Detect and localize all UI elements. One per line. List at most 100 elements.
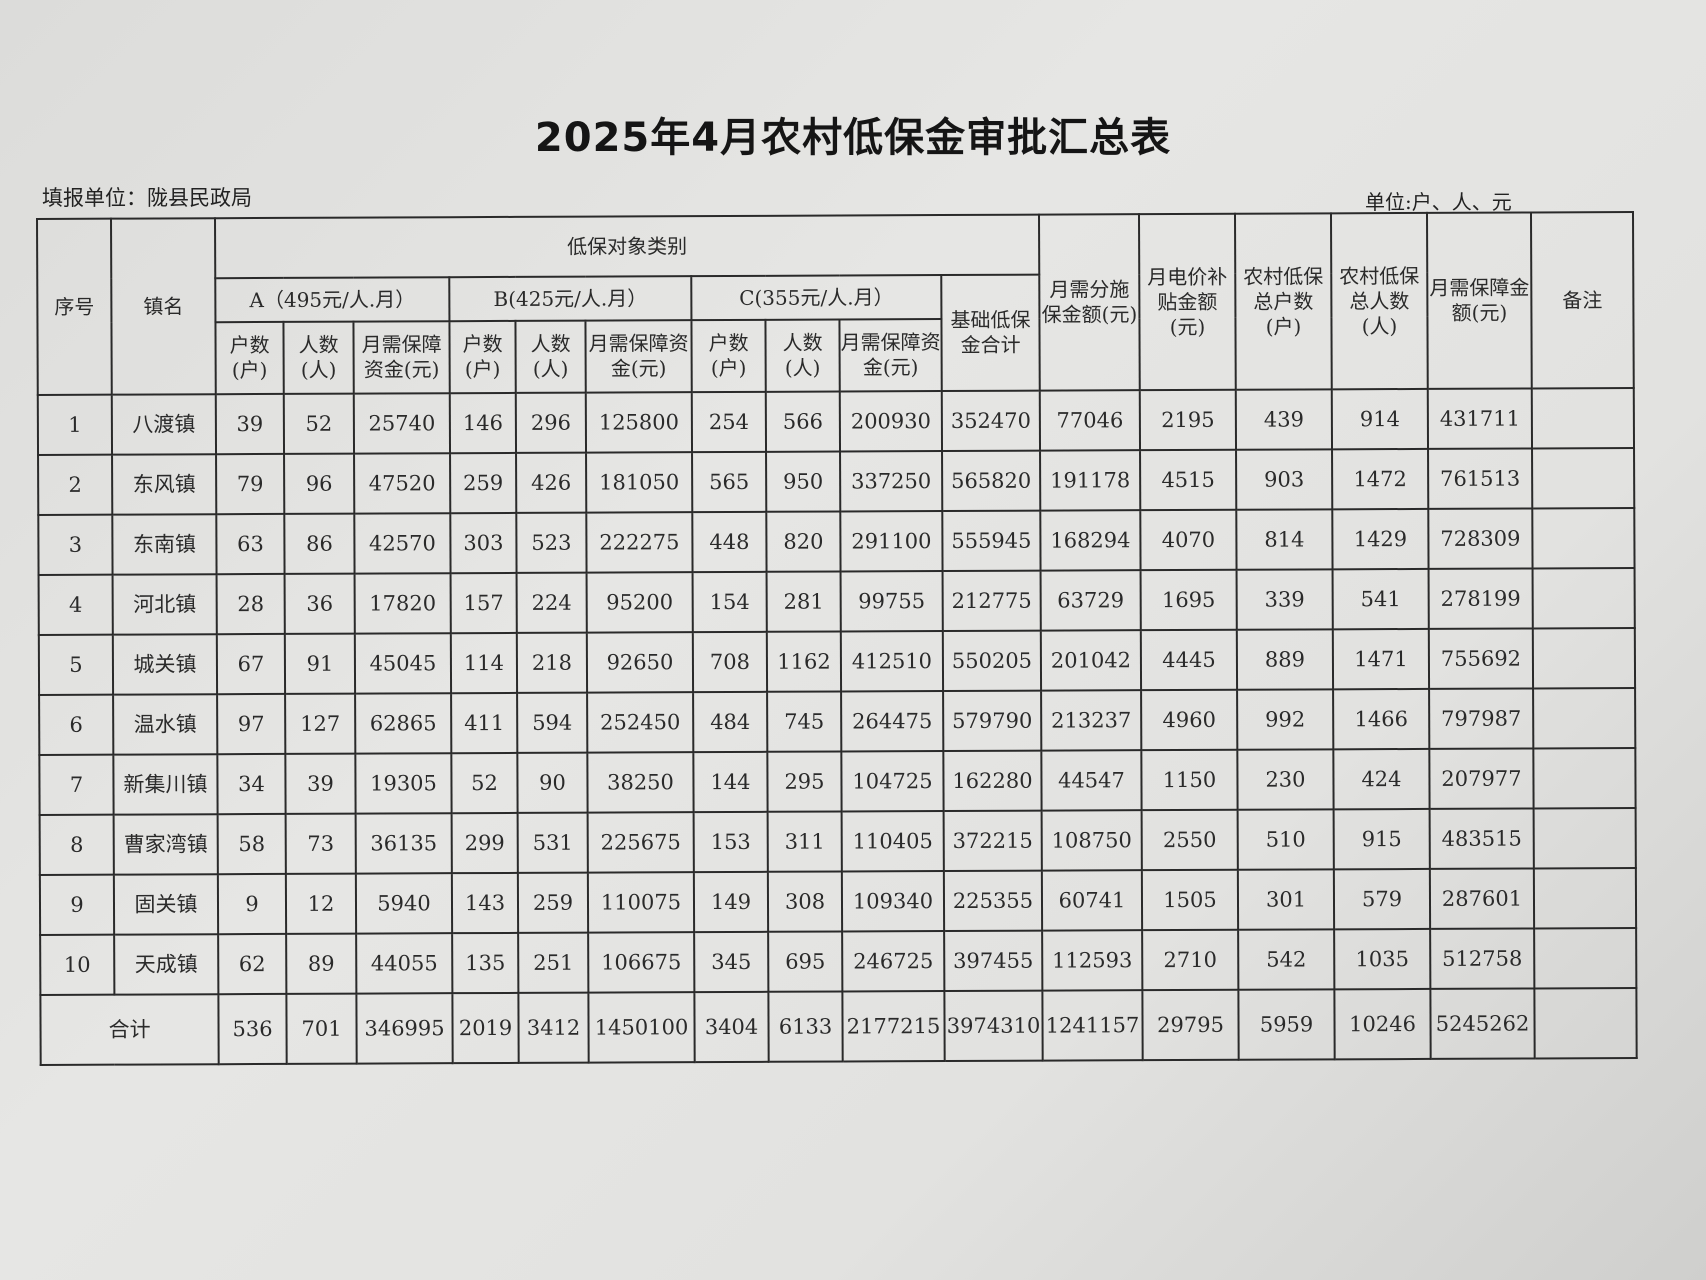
table-cell: 484 — [693, 691, 768, 753]
table-cell: 1472 — [1332, 448, 1429, 510]
table-cell: 135 — [452, 932, 519, 994]
table-cell: 252450 — [587, 692, 694, 753]
table-cell: 1695 — [1140, 569, 1237, 631]
header-seq: 序号 — [37, 218, 112, 395]
table-row: 10 天成镇 62 89 44055 135 251 106675 345 695 246725 39… — [40, 928, 1637, 995]
table-cell: 4070 — [1140, 509, 1237, 571]
table-cell: 889 — [1236, 629, 1334, 690]
header-town: 镇名 — [111, 218, 216, 395]
table-cell: 90 — [517, 752, 588, 813]
header-b-households: 户数(户) — [449, 320, 516, 394]
table-cell: 1035 — [1334, 928, 1431, 990]
table-cell: 295 — [767, 751, 842, 812]
table-cell — [1533, 808, 1636, 869]
total-cell: 701 — [286, 993, 357, 1064]
table-cell: 73 — [285, 813, 356, 874]
table-cell: 339 — [1236, 569, 1333, 630]
table-cell: 579 — [1333, 868, 1431, 930]
table-cell: 797987 — [1429, 688, 1534, 749]
table-cell: 224 — [516, 572, 587, 633]
table-cell — [1532, 568, 1635, 629]
table-row: 7 新集川镇 34 39 19305 52 90 38250 144 295 104725 16228… — [39, 748, 1636, 815]
table-cell: 483515 — [1429, 808, 1534, 869]
total-cell: 3974310 — [944, 990, 1043, 1062]
town-cell: 东风镇 — [112, 454, 217, 515]
table-cell: 439 — [1235, 389, 1333, 450]
table-cell: 510 — [1237, 809, 1334, 870]
table-cell: 259 — [450, 452, 517, 514]
total-label: 合计 — [40, 994, 219, 1065]
total-cell: 5245262 — [1430, 988, 1535, 1059]
table-cell: 542 — [1238, 929, 1335, 990]
table-cell: 431711 — [1427, 388, 1533, 449]
table-cell: 25740 — [353, 393, 451, 454]
table-cell: 17820 — [354, 573, 451, 634]
table-cell: 168294 — [1040, 510, 1141, 571]
table-cell: 5 — [38, 634, 114, 695]
table-cell: 246725 — [842, 931, 945, 992]
table-cell: 47520 — [354, 453, 451, 514]
approval-summary-table: 序号 镇名 低保对象类别 月需分施保金额(元) 月电价补贴金额(元) 农村低保总… — [36, 211, 1638, 1066]
table-cell — [1533, 868, 1637, 929]
table-cell: 112593 — [1042, 930, 1143, 991]
table-cell: 44547 — [1041, 750, 1142, 811]
table-cell — [1533, 748, 1636, 809]
town-cell: 曹家湾镇 — [113, 814, 218, 875]
header-electricity-subsidy: 月电价补贴金额(元) — [1138, 213, 1236, 391]
table-cell: 77046 — [1039, 390, 1141, 451]
table-cell: 52 — [283, 393, 355, 454]
table-cell: 86 — [284, 513, 355, 574]
table-cell: 761513 — [1428, 448, 1533, 509]
table-cell: 8 — [39, 814, 114, 875]
table-cell: 79 — [216, 453, 285, 515]
table-cell: 201042 — [1040, 630, 1142, 691]
table-cell: 218 — [516, 632, 588, 693]
table-cell: 1429 — [1332, 508, 1429, 570]
header-category: 低保对象类别 — [215, 214, 1040, 279]
total-cell: 2019 — [452, 992, 519, 1064]
table-cell: 12 — [285, 873, 357, 934]
total-cell: 536 — [218, 993, 287, 1065]
units-note: 单位:户、人、元 — [1365, 190, 1512, 214]
total-cell: 3404 — [694, 991, 769, 1063]
table-cell: 222275 — [586, 512, 693, 573]
table-cell: 6 — [39, 694, 114, 755]
table-cell: 58 — [217, 813, 286, 875]
total-cell: 3412 — [518, 992, 589, 1063]
table-cell: 110075 — [587, 872, 695, 933]
table-cell: 36135 — [355, 813, 452, 874]
table-cell: 99755 — [840, 571, 943, 632]
table-cell: 287601 — [1429, 868, 1535, 929]
table-cell: 39 — [215, 393, 285, 455]
document-title: 2025年4月农村低保金审批汇总表 — [534, 115, 1172, 161]
total-cell: 10246 — [1334, 988, 1431, 1060]
header-group-c: C(355元/人.月） — [691, 275, 942, 321]
table-cell: 426 — [516, 452, 587, 513]
table-cell: 259 — [517, 872, 589, 933]
table-cell: 345 — [694, 931, 769, 993]
table-cell: 63 — [216, 513, 285, 575]
table-cell: 728309 — [1428, 508, 1533, 569]
table-cell: 301 — [1237, 869, 1335, 930]
table-row: 9 固关镇 9 12 5940 143 259 110075 149 308 109340 22535… — [39, 868, 1637, 935]
table-cell: 67 — [216, 633, 286, 695]
table-cell — [1534, 928, 1637, 989]
table-cell: 2550 — [1141, 809, 1238, 871]
header-total-households: 农村低保总户数(户) — [1234, 213, 1332, 390]
table-cell: 154 — [692, 571, 767, 633]
table-cell: 62 — [218, 933, 287, 995]
header-a-fund: 月需保障资金(元) — [353, 321, 450, 394]
total-cell: 29795 — [1142, 989, 1239, 1061]
table-cell: 814 — [1236, 509, 1333, 570]
table-cell: 299 — [451, 812, 518, 874]
header-b-people: 人数(人) — [515, 320, 586, 393]
table-cell: 566 — [765, 391, 841, 452]
table-cell: 212775 — [942, 570, 1041, 632]
table-cell: 296 — [515, 392, 587, 453]
town-cell: 新集川镇 — [113, 754, 218, 815]
table-cell: 565 — [692, 451, 767, 513]
table-cell: 230 — [1237, 749, 1334, 810]
table-cell: 149 — [693, 871, 769, 933]
header-group-a: A（495元/人.月） — [215, 277, 450, 323]
header-remarks: 备注 — [1530, 212, 1634, 389]
